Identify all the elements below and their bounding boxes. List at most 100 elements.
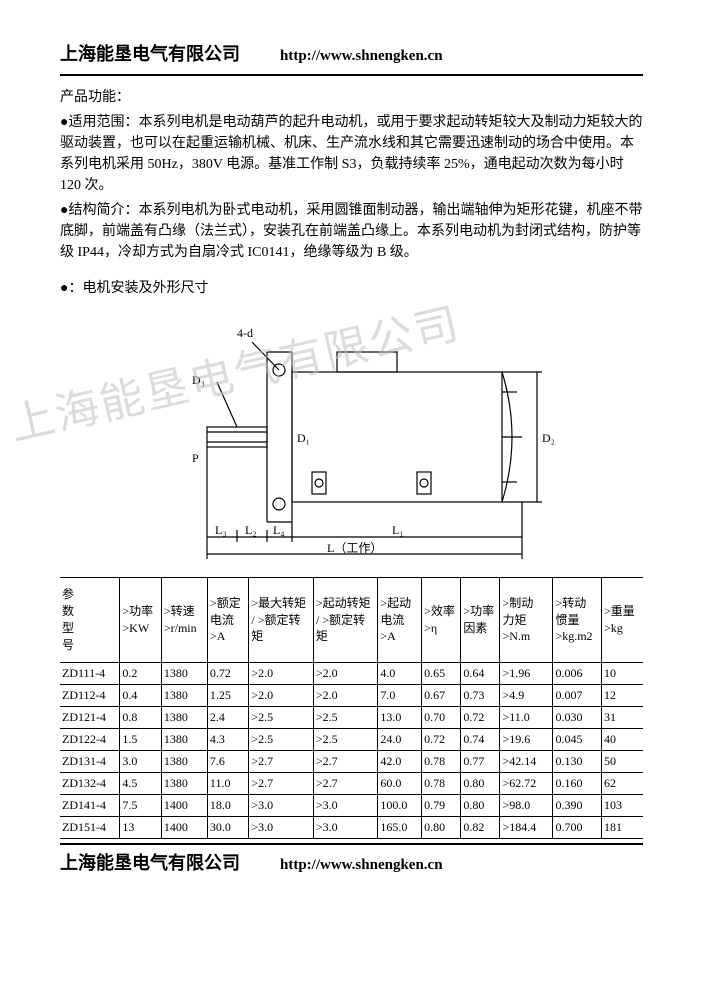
table-col-3: >额定电流>A [207, 578, 248, 663]
table-cell: 0.160 [553, 773, 602, 795]
table-cell: ZD141-4 [60, 795, 120, 817]
table-cell: >3.0 [249, 817, 314, 839]
table-row: ZD121-40.813802.4>2.5>2.513.00.700.72>11… [60, 707, 643, 729]
table-cell: 0.390 [553, 795, 602, 817]
table-cell: >2.0 [249, 685, 314, 707]
table-col-1: >功率>KW [120, 578, 161, 663]
spec-table: 参数型号>功率>KW>转速>r/min>额定电流>A>最大转矩/ >额定转矩>起… [60, 577, 643, 839]
table-row: ZD122-41.513804.3>2.5>2.524.00.720.74>19… [60, 729, 643, 751]
table-col-10: >转动惯量>kg.m2 [553, 578, 602, 663]
table-cell: 0.8 [120, 707, 161, 729]
table-cell: >1.96 [500, 663, 553, 685]
table-cell: >11.0 [500, 707, 553, 729]
diagram-label-4d: 4-d [237, 326, 253, 340]
diagram-wrap: 4-d D₃ P D₁ D₂ L₃ L₂ L₄ L₁ L（工作） [60, 312, 643, 562]
table-row: ZD151-413140030.0>3.0>3.0165.00.800.82>1… [60, 817, 643, 839]
table-col-6: >起动电流>A [378, 578, 422, 663]
table-cell: 0.80 [422, 817, 461, 839]
table-cell: >2.0 [313, 685, 378, 707]
table-cell: 0.70 [422, 707, 461, 729]
table-cell: 1380 [161, 751, 207, 773]
table-col-9: >制动力矩>N.m [500, 578, 553, 663]
table-cell: 1380 [161, 685, 207, 707]
struct-paragraph: ●结构简介：本系列电机为卧式电动机，采用圆锥面制动器，输出端轴伸为矩形花键，机座… [60, 200, 643, 263]
table-cell: >62.72 [500, 773, 553, 795]
table-cell: 7.0 [378, 685, 422, 707]
scope-text: 本系列电机是电动葫芦的起升电动机，或用于要求起动转矩较大及制动力矩较大的驱动装置… [60, 115, 642, 193]
table-cell: 11.0 [207, 773, 248, 795]
table-cell: 0.030 [553, 707, 602, 729]
table-cell: >3.0 [249, 795, 314, 817]
table-cell: 3.0 [120, 751, 161, 773]
table-col-5: >起动转矩/ >额定转矩 [313, 578, 378, 663]
table-cell: 1380 [161, 773, 207, 795]
header-url: http://www.shnengken.cn [280, 48, 443, 65]
table-cell: 13.0 [378, 707, 422, 729]
header: 上海能垦电气有限公司 http://www.shnengken.cn [60, 40, 643, 70]
table-cell: ZD122-4 [60, 729, 120, 751]
diagram-label-L2: L₂ [245, 523, 257, 537]
table-cell: 60.0 [378, 773, 422, 795]
table-cell: >4.9 [500, 685, 553, 707]
table-col-7: >效率>η [422, 578, 461, 663]
table-cell: 30.0 [207, 817, 248, 839]
table-cell: 50 [601, 751, 643, 773]
table-cell: 0.64 [461, 663, 500, 685]
table-cell: >184.4 [500, 817, 553, 839]
table-row: ZD131-43.013807.6>2.7>2.742.00.780.77>42… [60, 751, 643, 773]
table-col-2: >转速>r/min [161, 578, 207, 663]
diagram-label-Ltotal: L（工作） [327, 541, 382, 555]
table-cell: >2.0 [249, 663, 314, 685]
table-cell: 7.5 [120, 795, 161, 817]
table-cell: 0.72 [422, 729, 461, 751]
table-cell: >2.7 [249, 773, 314, 795]
footer-url: http://www.shnengken.cn [280, 857, 443, 874]
table-cell: 24.0 [378, 729, 422, 751]
table-col-4: >最大转矩/ >额定转矩 [249, 578, 314, 663]
table-cell: ZD132-4 [60, 773, 120, 795]
table-col-0: 参数型号 [60, 578, 120, 663]
header-divider [60, 74, 643, 76]
table-cell: >2.0 [313, 663, 378, 685]
footer: 上海能垦电气有限公司 http://www.shnengken.cn [60, 843, 643, 875]
table-cell: >2.7 [249, 751, 314, 773]
table-cell: >3.0 [313, 795, 378, 817]
table-cell: ZD112-4 [60, 685, 120, 707]
table-cell: >2.7 [313, 773, 378, 795]
table-cell: ZD131-4 [60, 751, 120, 773]
table-cell: 0.80 [461, 795, 500, 817]
diagram-label-D2: D₂ [542, 431, 555, 445]
diagram-label-P: P [192, 451, 199, 465]
product-fn-label: 产品功能： [60, 86, 643, 106]
table-cell: 1380 [161, 729, 207, 751]
diagram-label-L1: L₁ [392, 523, 404, 537]
table-cell: ZD121-4 [60, 707, 120, 729]
table-cell: 0.007 [553, 685, 602, 707]
table-cell: >2.5 [249, 707, 314, 729]
spec-table-header-row: 参数型号>功率>KW>转速>r/min>额定电流>A>最大转矩/ >额定转矩>起… [60, 578, 643, 663]
table-cell: 1380 [161, 707, 207, 729]
diagram-label-L3: L₃ [215, 523, 227, 537]
table-cell: >98.0 [500, 795, 553, 817]
table-cell: 10 [601, 663, 643, 685]
table-cell: 0.72 [207, 663, 248, 685]
table-cell: >3.0 [313, 817, 378, 839]
table-cell: 0.130 [553, 751, 602, 773]
scope-paragraph: ●适用范围：本系列电机是电动葫芦的起升电动机，或用于要求起动转矩较大及制动力矩较… [60, 112, 643, 196]
table-cell: 0.65 [422, 663, 461, 685]
table-col-11: >重量>kg [601, 578, 643, 663]
table-cell: 181 [601, 817, 643, 839]
header-company: 上海能垦电气有限公司 [60, 40, 240, 66]
table-cell: 31 [601, 707, 643, 729]
table-cell: 1380 [161, 663, 207, 685]
diagram-label-D3: D₃ [192, 373, 205, 387]
struct-bullet: ●结构简介： [60, 203, 138, 218]
table-cell: 103 [601, 795, 643, 817]
table-cell: 42.0 [378, 751, 422, 773]
table-cell: 4.0 [378, 663, 422, 685]
table-cell: 0.73 [461, 685, 500, 707]
table-cell: 0.77 [461, 751, 500, 773]
footer-company: 上海能垦电气有限公司 [60, 849, 240, 875]
table-row: ZD111-40.213800.72>2.0>2.04.00.650.64>1.… [60, 663, 643, 685]
table-cell: 0.79 [422, 795, 461, 817]
